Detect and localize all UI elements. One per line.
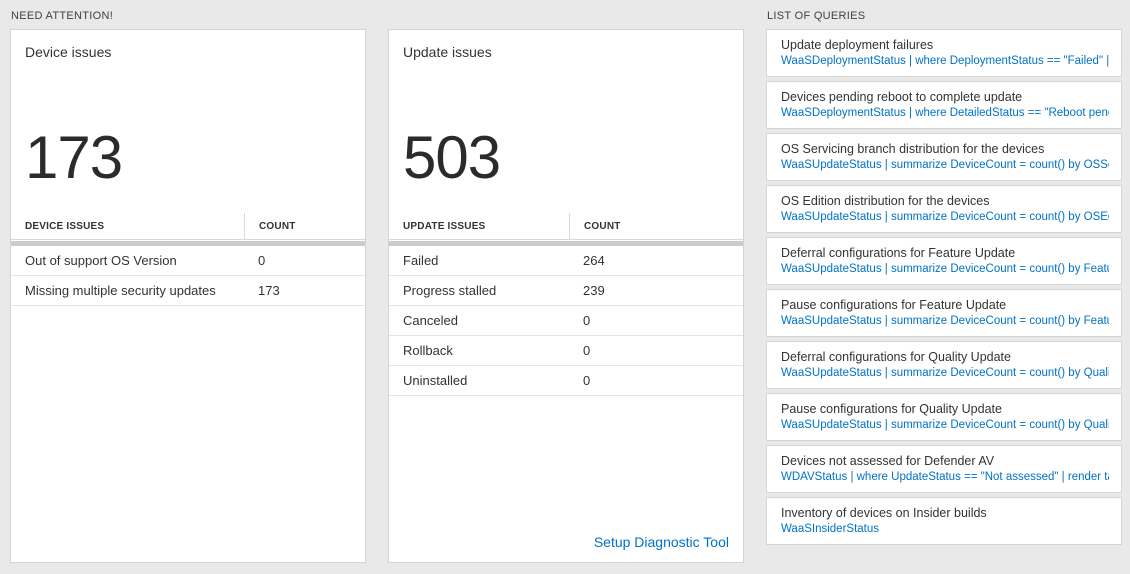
update-issues-table-header: UPDATE ISSUES COUNT <box>389 213 743 240</box>
issue-count: 0 <box>583 313 591 328</box>
query-item[interactable]: OS Edition distribution for the devices … <box>766 185 1122 233</box>
query-text: WaaSInsiderStatus <box>781 523 880 535</box>
table-header-divider <box>389 241 743 246</box>
count-column-header: COUNT <box>569 213 743 239</box>
query-item[interactable]: Devices pending reboot to complete updat… <box>766 81 1122 129</box>
query-title: Update deployment failures <box>781 38 934 52</box>
issue-label: Progress stalled <box>403 283 497 298</box>
device-issues-table: DEVICE ISSUES COUNT Out of support OS Ve… <box>11 213 365 306</box>
need-attention-header: NEED ATTENTION! <box>11 10 114 22</box>
query-item[interactable]: OS Servicing branch distribution for the… <box>766 133 1122 181</box>
update-issues-column-header: UPDATE ISSUES <box>403 220 486 232</box>
query-title: OS Edition distribution for the devices <box>781 194 990 208</box>
query-item[interactable]: Devices not assessed for Defender AV WDA… <box>766 445 1122 493</box>
setup-diagnostic-tool-link[interactable]: Setup Diagnostic Tool <box>593 534 729 550</box>
table-row[interactable]: Rollback 0 <box>389 336 743 366</box>
update-issues-card[interactable]: Update issues 503 UPDATE ISSUES COUNT Fa… <box>388 29 744 563</box>
query-text: WaaSUpdateStatus | summarize DeviceCount… <box>781 211 1109 223</box>
issue-label: Out of support OS Version <box>25 253 177 268</box>
query-text: WaaSDeploymentStatus | where DetailedSta… <box>781 107 1109 119</box>
issue-count: 173 <box>258 283 280 298</box>
issue-count: 264 <box>583 253 605 268</box>
update-issues-big-number: 503 <box>403 124 501 191</box>
issue-count: 0 <box>583 343 591 358</box>
query-list: Update deployment failures WaaSDeploymen… <box>766 29 1122 545</box>
query-text: WaaSDeploymentStatus | where DeploymentS… <box>781 55 1109 67</box>
issue-count: 0 <box>583 373 591 388</box>
queries-header: LIST OF QUERIES <box>767 10 866 22</box>
query-text: WaaSUpdateStatus | summarize DeviceCount… <box>781 419 1109 431</box>
query-item[interactable]: Inventory of devices on Insider builds W… <box>766 497 1122 545</box>
query-item[interactable]: Update deployment failures WaaSDeploymen… <box>766 29 1122 77</box>
query-text: WaaSUpdateStatus | summarize DeviceCount… <box>781 367 1109 379</box>
count-column-header: COUNT <box>244 213 365 239</box>
need-attention-section: NEED ATTENTION! Device issues 173 DEVICE… <box>10 8 744 563</box>
table-row[interactable]: Canceled 0 <box>389 306 743 336</box>
table-header-divider <box>11 241 365 246</box>
device-issues-column-header: DEVICE ISSUES <box>25 220 105 232</box>
device-issues-big-number: 173 <box>25 124 123 191</box>
query-item[interactable]: Pause configurations for Feature Update … <box>766 289 1122 337</box>
issue-label: Failed <box>403 253 439 268</box>
table-row[interactable]: Missing multiple security updates 173 <box>11 276 365 306</box>
query-title: Inventory of devices on Insider builds <box>781 506 987 520</box>
query-title: OS Servicing branch distribution for the… <box>781 142 1045 156</box>
issue-label: Missing multiple security updates <box>25 283 216 298</box>
query-text: WaaSUpdateStatus | summarize DeviceCount… <box>781 315 1109 327</box>
table-row[interactable]: Out of support OS Version 0 <box>11 246 365 276</box>
query-title: Deferral configurations for Feature Upda… <box>781 246 1016 260</box>
update-issues-table: UPDATE ISSUES COUNT Failed 264 Progress … <box>389 213 743 396</box>
table-row[interactable]: Failed 264 <box>389 246 743 276</box>
issue-count: 239 <box>583 283 605 298</box>
query-title: Pause configurations for Quality Update <box>781 402 1002 416</box>
queries-section: LIST OF QUERIES Update deployment failur… <box>766 8 1122 563</box>
table-row[interactable]: Progress stalled 239 <box>389 276 743 306</box>
query-title: Deferral configurations for Quality Upda… <box>781 350 1011 364</box>
query-text: WDAVStatus | where UpdateStatus == "Not … <box>781 471 1109 483</box>
issue-label: Rollback <box>403 343 453 358</box>
query-title: Pause configurations for Feature Update <box>781 298 1007 312</box>
device-issues-table-header: DEVICE ISSUES COUNT <box>11 213 365 240</box>
issue-label: Uninstalled <box>403 373 468 388</box>
update-issues-card-title: Update issues <box>403 44 492 60</box>
query-text: WaaSUpdateStatus | summarize DeviceCount… <box>781 263 1109 275</box>
device-issues-card-title: Device issues <box>25 44 112 60</box>
table-row[interactable]: Uninstalled 0 <box>389 366 743 396</box>
query-title: Devices pending reboot to complete updat… <box>781 90 1023 104</box>
query-item[interactable]: Pause configurations for Quality Update … <box>766 393 1122 441</box>
issue-label: Canceled <box>403 313 458 328</box>
need-attention-cards: Device issues 173 DEVICE ISSUES COUNT Ou… <box>10 29 744 563</box>
issue-count: 0 <box>258 253 266 268</box>
query-title: Devices not assessed for Defender AV <box>781 454 995 468</box>
device-issues-card[interactable]: Device issues 173 DEVICE ISSUES COUNT Ou… <box>10 29 366 563</box>
query-text: WaaSUpdateStatus | summarize DeviceCount… <box>781 159 1109 171</box>
query-item[interactable]: Deferral configurations for Feature Upda… <box>766 237 1122 285</box>
query-item[interactable]: Deferral configurations for Quality Upda… <box>766 341 1122 389</box>
